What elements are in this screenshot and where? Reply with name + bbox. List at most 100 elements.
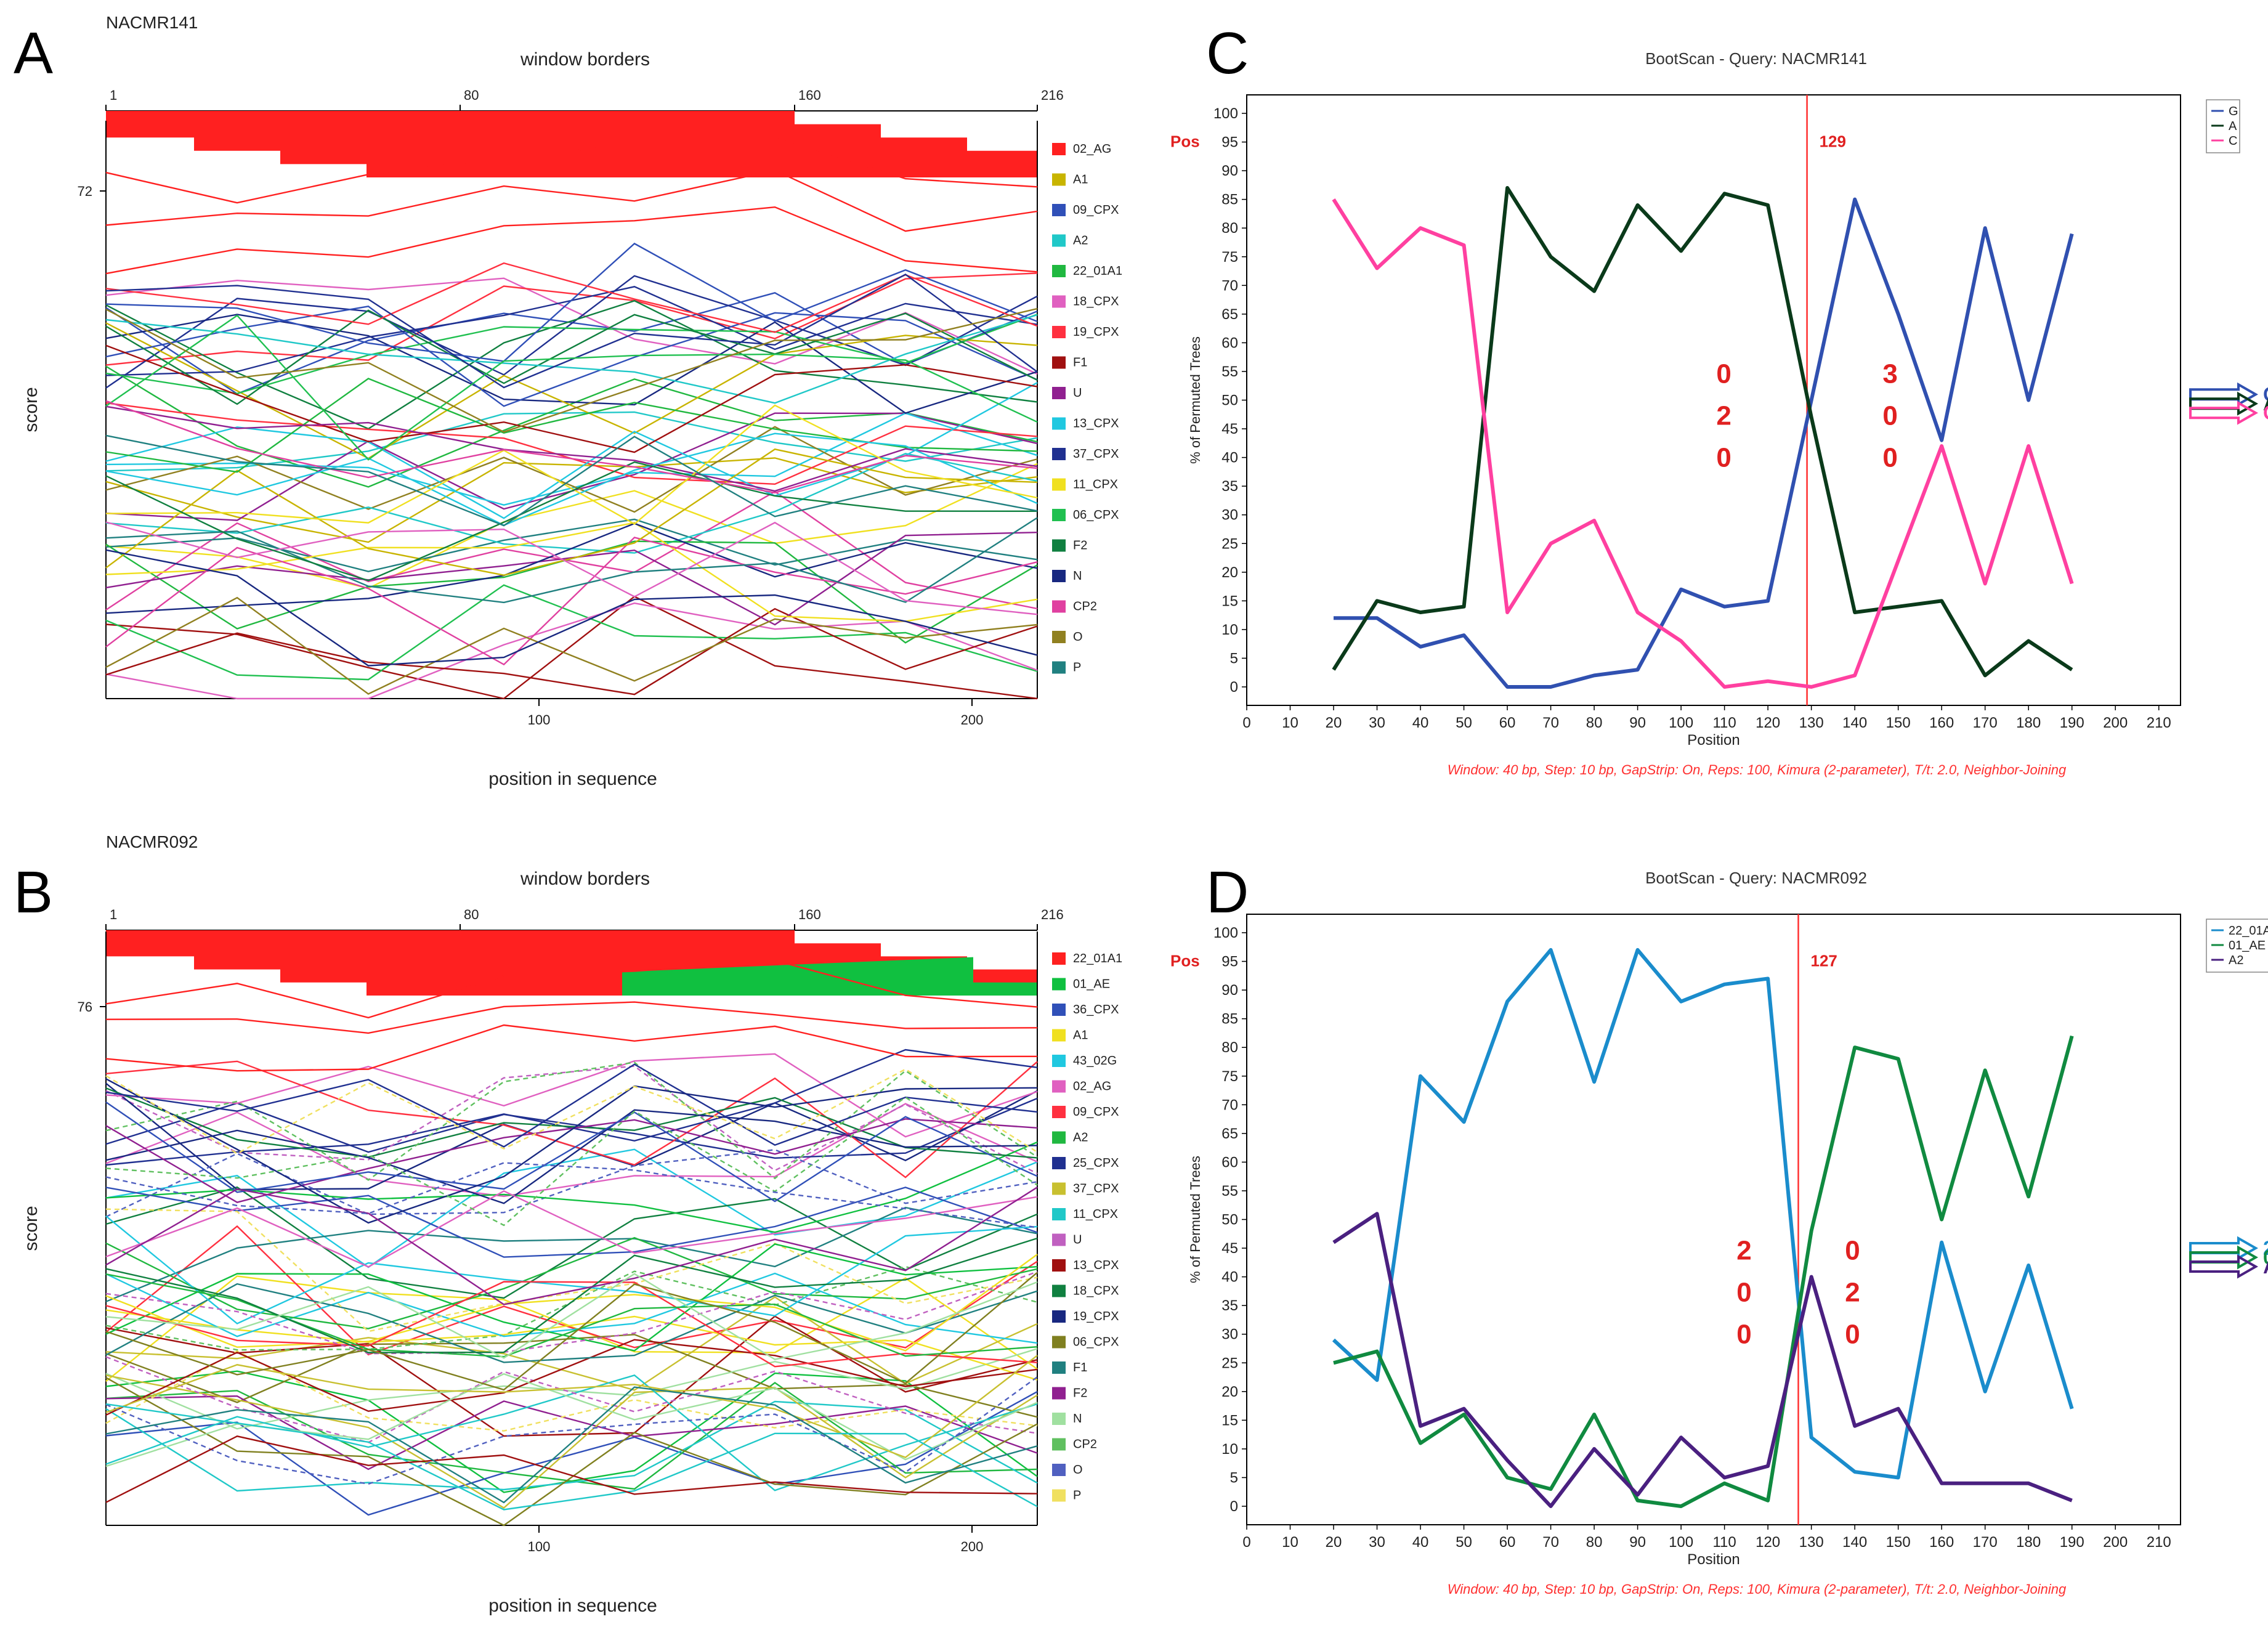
y-tick-label: 45 (1221, 1240, 1238, 1257)
x-tick-label: 130 (1799, 1534, 1824, 1551)
similarity-lines (105, 136, 1038, 700)
x-tick-label: 30 (1369, 715, 1385, 731)
y-tick-label: 70 (1221, 277, 1238, 294)
y-tick-label: 30 (1221, 507, 1238, 524)
x-tick-label: 190 (2060, 715, 2084, 731)
query-name: NACMR092 (106, 832, 198, 851)
legend-swatch (1052, 143, 1066, 155)
similarity-line-f2 (105, 1395, 1038, 1471)
x-tick-label: 90 (1629, 715, 1646, 731)
y-tick-label: 90 (1221, 163, 1238, 179)
footer-parameters: Window: 40 bp, Step: 10 bp, GapStrip: On… (1448, 1581, 2067, 1597)
similarity-line-19_cpx (105, 262, 1038, 333)
arrow-label-a: A (2263, 392, 2268, 415)
window-borders-title: window borders (520, 49, 650, 70)
legend-label-18_cpx: 18_CPX (1073, 1284, 1119, 1298)
y-tick-label: 30 (1221, 1326, 1238, 1343)
legend-swatch (1052, 1387, 1066, 1400)
y-tick-label: 20 (1221, 1384, 1238, 1400)
similarity-line-u (105, 405, 1038, 492)
y-tick-label: 50 (1221, 392, 1238, 409)
legend-label-11_cpx: 11_CPX (1073, 1207, 1118, 1221)
x-tick-label: 90 (1629, 1534, 1646, 1551)
y-tick-label: 25 (1221, 535, 1238, 552)
x-tick-label: 200 (961, 712, 984, 728)
x-tick-label: 160 (1929, 1534, 1954, 1551)
similarity-line-25_cpx (105, 1049, 1038, 1166)
legend-label-19_cpx: 19_CPX (1073, 325, 1119, 339)
similarity-line-37_cpx (105, 286, 1038, 376)
x-tick-label: 50 (1456, 715, 1472, 731)
y-tick-label: 75 (1221, 249, 1238, 266)
similarity-line-09_cpx (105, 1281, 1038, 1368)
x-tick-label: 40 (1412, 1534, 1429, 1551)
similarity-line-a1 (105, 457, 1038, 543)
legend-label-n: N (1073, 1412, 1082, 1426)
similarity-line-cp2 (105, 490, 1038, 611)
bootscan-panel-c: BootScan - Query: NACMR14105101520253035… (1170, 49, 2268, 777)
annotation-left-digit: 0 (1736, 1278, 1751, 1308)
window-borders-title: window borders (520, 869, 650, 889)
x-tick-label: 200 (2103, 715, 2128, 731)
legend-swatch (1052, 661, 1066, 674)
legend-swatch (1052, 417, 1066, 430)
x-axis-label: position in sequence (488, 1596, 657, 1616)
legend-label-13_cpx: 13_CPX (1073, 1259, 1119, 1272)
similarity-line-a1 (105, 448, 1038, 576)
legend-swatch (1052, 448, 1066, 460)
similarity-line-p (105, 434, 1038, 527)
similarity-line-18_cpx (105, 602, 1038, 700)
annotation-right-digit: 0 (1882, 401, 1897, 431)
x-tick-label: 140 (1842, 1534, 1867, 1551)
similarity-line-11_cpx (105, 1403, 1038, 1511)
x-tick-label: 190 (2060, 1534, 2084, 1551)
annotation-left-digit: 0 (1716, 359, 1731, 389)
similarity-line-25_cpx (105, 1097, 1038, 1159)
y-tick-label: 95 (1221, 954, 1238, 970)
similarity-line-p (105, 1068, 1038, 1154)
legend-swatch (1052, 631, 1066, 643)
similarity-line-25_cpx (105, 1063, 1038, 1148)
y-tick-label: 100 (1213, 925, 1238, 941)
query-name: NACMR141 (106, 13, 198, 32)
legend-swatch (1052, 1464, 1066, 1476)
legend-swatch (1052, 234, 1066, 247)
similarity-line-f2 (105, 1187, 1038, 1305)
y-tick-label: 65 (1221, 1126, 1238, 1142)
x-tick-label: 60 (1499, 1534, 1516, 1551)
arrow-marker-22_01a1 (2189, 1236, 2259, 1260)
x-tick-label: 210 (2147, 1534, 2171, 1551)
annotation-right-digit: 0 (1845, 1236, 1860, 1266)
legend-swatch (1052, 356, 1066, 369)
annotation-right-digit: 3 (1882, 359, 1897, 389)
legend-label-22_01a1: 22_01A1 (2229, 924, 2268, 938)
x-tick-label: 0 (1242, 1534, 1250, 1551)
similarity-line-13_cpx (105, 1339, 1038, 1416)
y-tick-label: 5 (1230, 1469, 1238, 1486)
arrow-label-22_01a1: 22_01A1 (2263, 1237, 2268, 1259)
y-tick-label: 5 (1230, 650, 1238, 667)
x-tick-label: 100 (528, 712, 551, 728)
similarity-line-18_cpx (105, 1237, 1038, 1353)
similarity-line-13_cpx (105, 432, 1038, 527)
x-axis-label: Position (1687, 732, 1739, 749)
arrow-label-c: C (2263, 402, 2268, 424)
similarity-line-11_cpx (105, 463, 1038, 590)
legend-label-g: G (2229, 105, 2238, 118)
legend-label-f1: F1 (1073, 356, 1087, 370)
x-tick-label: 0 (1242, 715, 1250, 731)
x-tick-label: 120 (1756, 1534, 1780, 1551)
legend-swatch (1052, 1208, 1066, 1220)
x-tick-label: 100 (528, 1539, 551, 1554)
annotation-right-digit: 0 (1845, 1320, 1860, 1350)
similarity-line-19_cpx (105, 1078, 1038, 1224)
legend-label-u: U (1073, 386, 1082, 400)
legend-label-22_01a1: 22_01A1 (1073, 952, 1122, 965)
legend-swatch (1052, 509, 1066, 521)
similarity-line-06_cpx (105, 584, 1038, 681)
similarity-line-06_cpx (105, 314, 1038, 461)
y-tick-label: 50 (1221, 1212, 1238, 1228)
x-axis-label: position in sequence (488, 769, 657, 789)
legend-swatch (1052, 1259, 1066, 1272)
legend-swatch (1052, 1131, 1066, 1144)
